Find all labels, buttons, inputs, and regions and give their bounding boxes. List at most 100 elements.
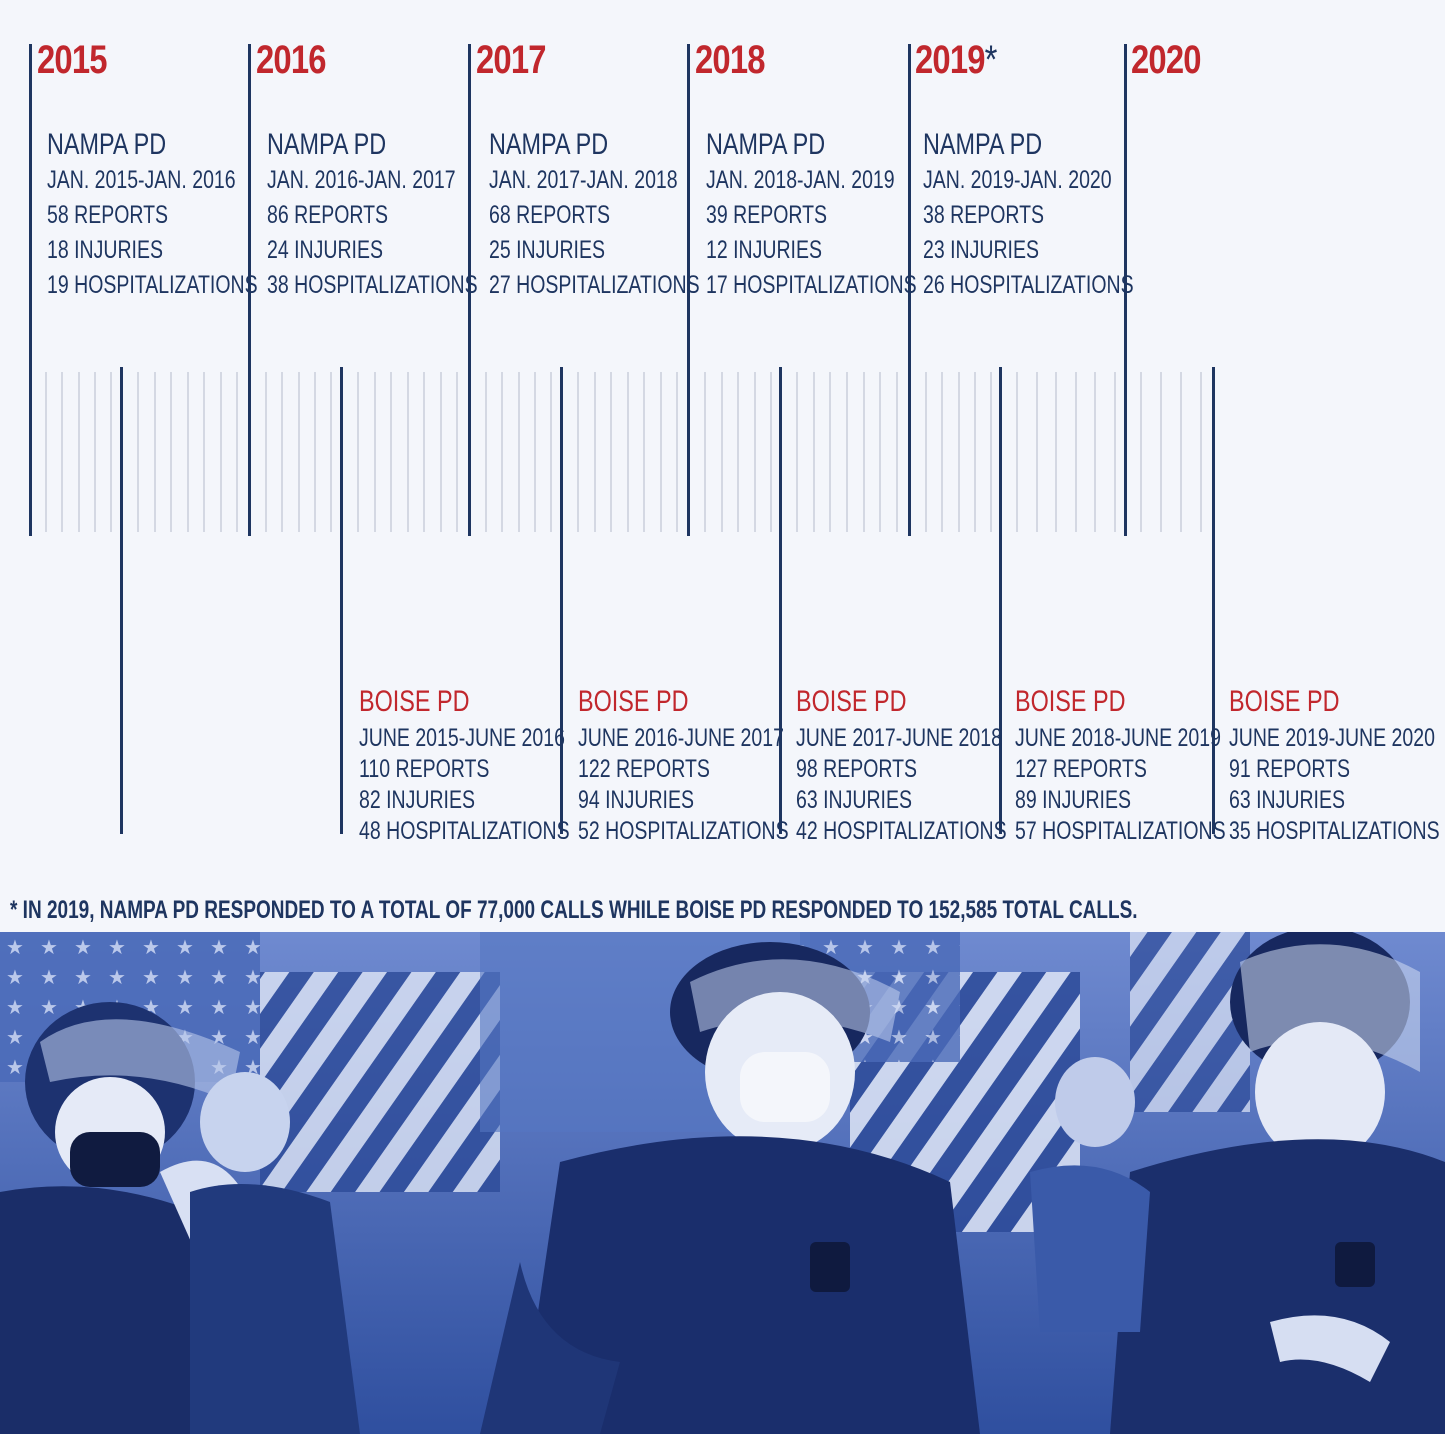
midyear-divider-2015: [120, 367, 123, 834]
injuries: 23 INJURIES: [923, 236, 1039, 264]
period: JUNE 2019-JUNE 2020: [1229, 724, 1435, 752]
month-tick: [770, 372, 772, 532]
month-tick: [1035, 372, 1038, 532]
month-tick: [1180, 372, 1182, 532]
month-tick: [110, 372, 112, 532]
boise-block-2017: BOISE PD JUNE 2017-JUNE 2018 98 REPORTS …: [796, 687, 1007, 850]
month-tick: [925, 372, 927, 532]
injuries: 25 INJURIES: [489, 236, 605, 264]
boise-block-2018: BOISE PD JUNE 2018-JUNE 2019 127 REPORTS…: [1015, 687, 1226, 850]
nampa-block-2019: NAMPA PD JAN. 2019-JAN. 2020 38 REPORTS …: [923, 130, 1134, 308]
month-tick: [1074, 372, 1077, 532]
year-label-2015: 2015: [37, 38, 108, 82]
month-tick: [330, 372, 332, 532]
month-tick: [862, 372, 865, 532]
reports: 122 REPORTS: [578, 755, 710, 783]
boise-block-2019: BOISE PD JUNE 2019-JUNE 2020 91 REPORTS …: [1229, 687, 1440, 850]
year-label-2019: 2019*: [915, 40, 997, 80]
month-tick: [456, 372, 458, 532]
month-tick: [737, 372, 739, 532]
hospitalizations: 27 HOSPITALIZATIONS: [489, 271, 700, 299]
month-tick: [170, 372, 172, 532]
month-tick: [357, 372, 359, 532]
hospitalizations: 38 HOSPITALIZATIONS: [267, 271, 478, 299]
month-tick: [829, 372, 832, 532]
period: JAN. 2015-JAN. 2016: [47, 166, 236, 194]
month-tick: [1200, 372, 1202, 532]
injuries: 94 INJURIES: [578, 786, 694, 814]
period: JUNE 2017-JUNE 2018: [796, 724, 1002, 752]
month-tick: [390, 372, 392, 532]
month-tick: [1094, 372, 1097, 532]
month-tick: [236, 372, 238, 532]
injuries: 89 INJURIES: [1015, 786, 1131, 814]
month-tick: [846, 372, 848, 532]
month-tick: [1055, 372, 1058, 532]
month-tick: [281, 372, 284, 532]
month-tick: [593, 372, 596, 532]
injuries: 12 INJURIES: [706, 236, 822, 264]
month-tick: [1016, 372, 1018, 532]
month-tick: [533, 372, 536, 532]
reports: 38 REPORTS: [923, 201, 1045, 229]
hospitalizations: 48 HOSPITALIZATIONS: [359, 817, 570, 845]
month-tick: [812, 372, 815, 532]
year-text: 2019: [915, 38, 986, 82]
month-tick: [1114, 372, 1116, 532]
month-tick: [896, 372, 898, 532]
injuries: 82 INJURIES: [359, 786, 475, 814]
boise-block-2016: BOISE PD JUNE 2016-JUNE 2017 122 REPORTS…: [578, 687, 789, 850]
reports: 98 REPORTS: [796, 755, 918, 783]
nampa-block-2016: NAMPA PD JAN. 2016-JAN. 2017 86 REPORTS …: [267, 130, 478, 308]
hospitalizations: 42 HOSPITALIZATIONS: [796, 817, 1007, 845]
police-photo: ★: [0, 932, 1445, 1434]
reports: 39 REPORTS: [706, 201, 828, 229]
agency-name: BOISE PD: [578, 685, 689, 718]
month-tick: [753, 372, 756, 532]
month-tick: [45, 372, 47, 532]
month-tick: [704, 372, 706, 532]
year-divider-2020: [1124, 44, 1127, 536]
police-photo-illustration: ★: [0, 932, 1445, 1434]
month-tick: [137, 372, 139, 532]
year-divider-2018: [687, 44, 690, 536]
month-tick: [406, 372, 409, 532]
hospitalizations: 19 HOSPITALIZATIONS: [47, 271, 258, 299]
hospitalizations: 26 HOSPITALIZATIONS: [923, 271, 1134, 299]
hospitalizations: 17 HOSPITALIZATIONS: [706, 271, 917, 299]
month-tick: [577, 372, 579, 532]
hospitalizations: 35 HOSPITALIZATIONS: [1229, 817, 1440, 845]
agency-name: NAMPA PD: [47, 128, 167, 161]
reports: 68 REPORTS: [489, 201, 611, 229]
month-tick: [439, 372, 442, 532]
year-text: 2015: [37, 38, 108, 82]
year-divider-2016: [248, 44, 251, 536]
month-tick: [77, 372, 80, 532]
agency-name: BOISE PD: [1229, 685, 1340, 718]
boise-block-2015: BOISE PD JUNE 2015-JUNE 2016 110 REPORTS…: [359, 687, 570, 850]
month-tick: [61, 372, 64, 532]
year-text: 2016: [256, 38, 327, 82]
month-tick: [485, 372, 487, 532]
midyear-divider-2016: [340, 367, 343, 834]
year-text: 2018: [695, 38, 766, 82]
period: JAN. 2018-JAN. 2019: [706, 166, 895, 194]
month-tick: [676, 372, 678, 532]
year-text: 2017: [476, 38, 547, 82]
month-tick: [153, 372, 156, 532]
year-label-2018: 2018: [695, 38, 766, 82]
month-tick: [93, 372, 96, 532]
period: JAN. 2019-JAN. 2020: [923, 166, 1112, 194]
year-marker: *: [984, 38, 998, 82]
period: JUNE 2015-JUNE 2016: [359, 724, 565, 752]
reports: 58 REPORTS: [47, 201, 169, 229]
injuries: 18 INJURIES: [47, 236, 163, 264]
month-tick: [186, 372, 189, 532]
nampa-block-2018: NAMPA PD JAN. 2018-JAN. 2019 39 REPORTS …: [706, 130, 917, 308]
month-tick: [659, 372, 662, 532]
month-tick: [1160, 372, 1162, 532]
midyear-divider-2017: [560, 367, 563, 834]
year-text: 2020: [1131, 38, 1202, 82]
agency-name: BOISE PD: [1015, 685, 1126, 718]
